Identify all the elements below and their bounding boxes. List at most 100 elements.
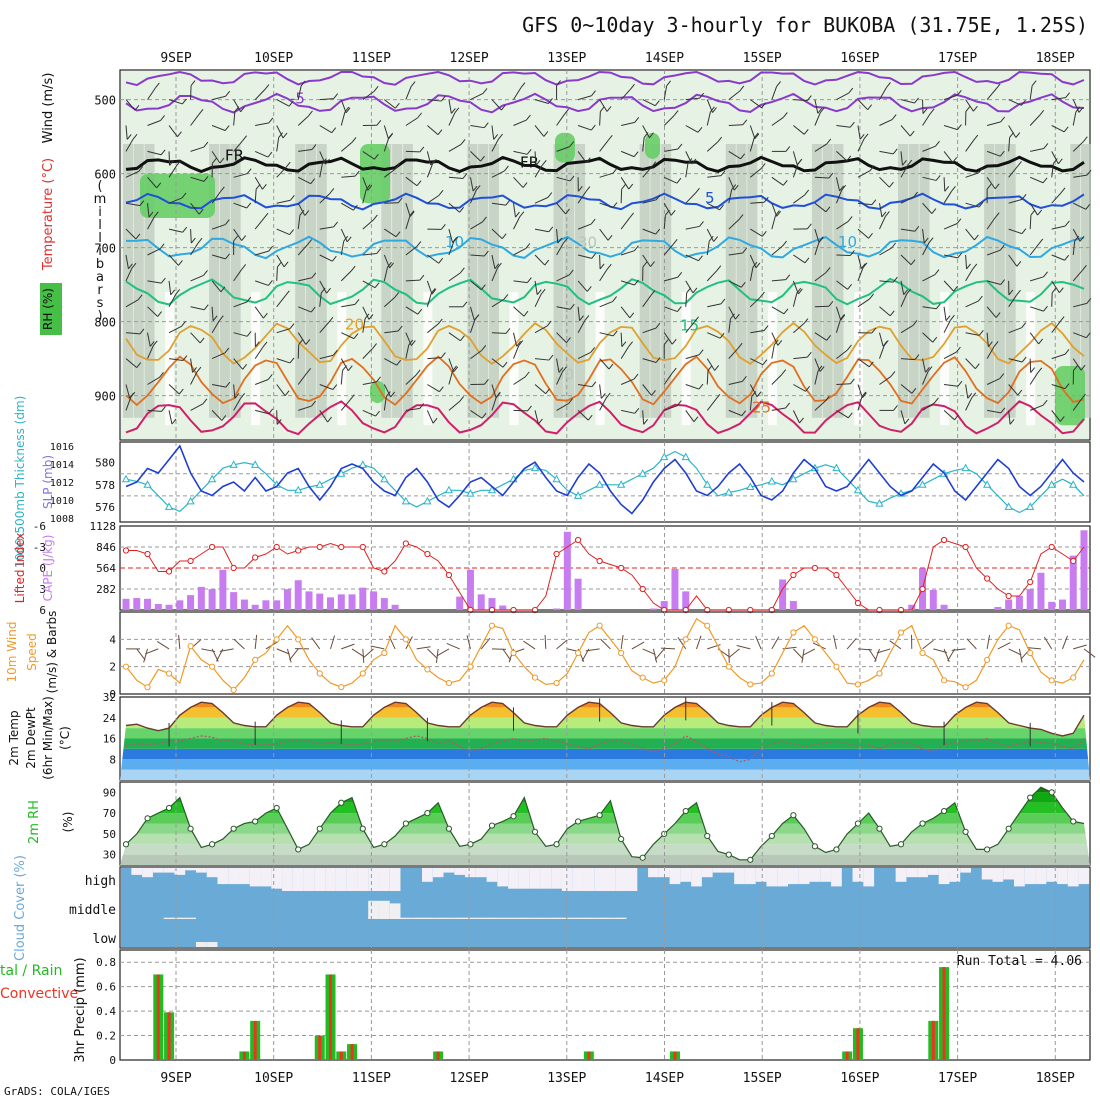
wind-barb xyxy=(298,306,312,313)
wind-barb xyxy=(383,137,390,152)
wind-barb xyxy=(599,384,602,399)
cloud-middle-segment xyxy=(443,917,455,919)
wind-barb xyxy=(1072,398,1082,411)
wind-barb-flag xyxy=(345,107,351,114)
cloud-clear-segment xyxy=(605,868,616,891)
wind-barb xyxy=(384,358,397,366)
wind-barb xyxy=(470,125,485,129)
rh-marker xyxy=(316,825,323,832)
surface-wind-barb xyxy=(341,643,355,650)
wind-barb xyxy=(1051,192,1062,204)
wind-barb-flag xyxy=(203,141,209,148)
wind-barb-flag xyxy=(825,267,831,273)
pressure-axis-char: b xyxy=(96,257,104,272)
wind-barb-flag xyxy=(452,365,457,372)
precip-legend-total: tal / Rain xyxy=(0,963,62,979)
cloud-level-label: high xyxy=(85,874,116,889)
wind-barb xyxy=(879,150,894,155)
cape-bar xyxy=(316,593,324,610)
wind-barb xyxy=(211,280,222,293)
li-marker xyxy=(897,606,905,614)
wind-barb xyxy=(728,280,742,288)
wind-barb xyxy=(470,254,485,257)
surface-wind-barb xyxy=(466,635,471,650)
li-marker xyxy=(596,557,603,565)
wind-barb-flag xyxy=(153,211,159,218)
rh-shade-column xyxy=(478,144,489,418)
wind-barb xyxy=(233,140,244,152)
surface-wind-barb xyxy=(585,648,600,652)
thickness-marker xyxy=(982,480,992,488)
wind-barb-flag xyxy=(538,418,543,425)
wind-barb-flag xyxy=(752,261,758,268)
wind-barb-flag xyxy=(944,185,950,192)
wind-barb xyxy=(1051,280,1060,293)
wind-barb xyxy=(835,177,841,192)
wind-barb-flag xyxy=(288,100,294,107)
wind-barb xyxy=(384,297,396,308)
cloud-clear-segment xyxy=(378,868,390,891)
rh-shade-column xyxy=(736,144,747,418)
thickness-marker xyxy=(358,460,367,468)
wind-barb-flag xyxy=(268,245,274,252)
wind-barb-flag xyxy=(482,88,488,94)
temp-band xyxy=(120,769,1090,780)
wind-speed-marker xyxy=(553,679,560,687)
wind-barb-flag xyxy=(935,175,941,181)
wind-barb xyxy=(728,347,739,359)
wind-barb xyxy=(621,409,635,414)
surface-wind-barb xyxy=(436,648,450,657)
rh-tick-label: 70 xyxy=(103,807,116,820)
wind-barb-flag xyxy=(459,267,465,274)
wind-barb xyxy=(297,115,309,126)
top-day-label: 16SEP xyxy=(840,51,879,66)
cape-bar xyxy=(1026,589,1034,610)
wind-barb-flag xyxy=(950,314,955,321)
wind-barb-flag xyxy=(1059,316,1065,322)
wind-barb xyxy=(534,254,546,266)
wind-barb xyxy=(749,137,755,152)
wind-barb xyxy=(254,346,264,359)
wind-barb xyxy=(1051,97,1066,101)
rh-marker xyxy=(531,828,539,835)
wind-barb xyxy=(1072,358,1082,371)
slp-thickness-panel: 580578576101610141012101010081000-500mb … xyxy=(13,396,1091,568)
wind-barb-flag xyxy=(438,190,444,196)
wind-barb-flag xyxy=(612,167,618,174)
wind-barb xyxy=(986,217,996,230)
wind-barb-flag xyxy=(655,194,661,201)
rh-marker xyxy=(704,832,711,840)
wind-barb-flag xyxy=(1021,99,1026,106)
cloud-clear-segment xyxy=(142,868,153,878)
wind-barb-flag xyxy=(1030,367,1036,373)
wind-barb xyxy=(1008,166,1018,178)
wind-barb xyxy=(190,332,201,344)
cape-bar xyxy=(789,601,797,610)
cloud-clear-segment xyxy=(239,868,250,885)
wind-barb-flag xyxy=(331,255,337,262)
wind-barb xyxy=(276,137,280,152)
wind-barb xyxy=(685,97,700,101)
pressure-axis-char: ( xyxy=(97,179,102,194)
wind-barb-flag xyxy=(634,117,640,123)
wind-barb xyxy=(534,384,546,395)
surface-wind-barb xyxy=(812,642,826,650)
thickness-marker xyxy=(681,452,690,461)
wind-barb-flag xyxy=(347,365,353,372)
wind-barb-flag xyxy=(847,344,852,351)
rh-marker xyxy=(209,841,216,848)
rh-marker xyxy=(338,799,345,806)
wind-barb xyxy=(190,229,192,244)
wind-barb xyxy=(771,344,775,359)
wind-barb xyxy=(491,298,505,308)
wind-barb xyxy=(491,267,498,282)
wind-barb xyxy=(362,280,376,289)
thickness-marker xyxy=(1069,480,1078,488)
wind-barb-flag xyxy=(839,185,844,192)
thickness-marker xyxy=(660,452,669,461)
wind-barb-flag xyxy=(333,221,338,228)
wind-barb-flag xyxy=(311,400,316,407)
wind-barb xyxy=(642,228,656,235)
cloud-clear-segment xyxy=(518,868,530,889)
contour-label: 5 xyxy=(705,189,715,207)
